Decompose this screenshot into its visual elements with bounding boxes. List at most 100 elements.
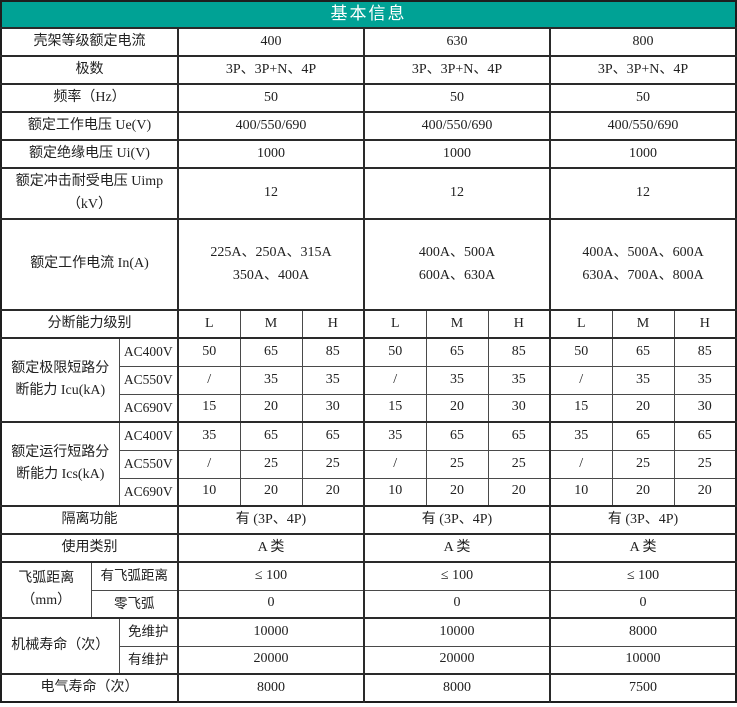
icu-cell: 35	[673, 365, 737, 395]
table-row: 基本信息	[0, 0, 737, 29]
icu-cell: 65	[239, 337, 303, 367]
rated-current-line: 630A、700A、800A	[582, 267, 704, 283]
icu-label-line1: 额定极限短路分	[11, 360, 110, 376]
row-label-breaking-level: 分断能力级别	[0, 309, 179, 339]
row-label-ue: 额定工作电压 Ue(V)	[0, 111, 179, 141]
frame-current-value: 800	[548, 27, 737, 57]
sub-label-with-maintenance: 有维护	[118, 645, 179, 675]
breaking-level-cell: H	[301, 309, 365, 339]
table-title: 基本信息	[0, 0, 737, 29]
row-label-frequency: 频率（Hz）	[0, 83, 179, 113]
row-label-poles: 极数	[0, 55, 179, 85]
sub-label-ac400v: AC400V	[118, 421, 179, 451]
ics-cell: 35	[177, 421, 241, 451]
ics-cell: 25	[487, 449, 551, 479]
isolation-value: 有 (3P、4P)	[363, 505, 551, 535]
icu-cell: 30	[301, 393, 365, 423]
icu-cell: 35	[487, 365, 551, 395]
ui-value: 1000	[548, 139, 737, 169]
icu-cell: 15	[549, 393, 613, 423]
ue-value: 400/550/690	[548, 111, 737, 141]
table-row: AC550V / 35 35 / 35 35 / 35 35	[1, 365, 737, 395]
row-label-ics: 额定运行短路分 断能力 Ics(kA)	[0, 421, 120, 507]
icu-cell: 85	[673, 337, 737, 367]
row-label-ui: 额定绝缘电压 Ui(V)	[0, 139, 179, 169]
ui-value: 1000	[177, 139, 365, 169]
table-row: 极数 3P、3P+N、4P 3P、3P+N、4P 3P、3P+N、4P	[0, 55, 737, 85]
row-label-icu: 额定极限短路分 断能力 Icu(kA)	[0, 337, 120, 423]
sub-label-ac550v: AC550V	[118, 449, 179, 479]
ics-cell: 10	[177, 477, 241, 507]
ics-cell: 20	[301, 477, 365, 507]
sub-label-ac550v: AC550V	[118, 365, 179, 395]
icu-cell: 35	[301, 365, 365, 395]
mechanical-life-value: 10000	[363, 617, 551, 647]
poles-value: 3P、3P+N、4P	[177, 55, 365, 85]
table-row: 飞弧距离 （mm） 有飞弧距离 ≤ 100 ≤ 100 ≤ 100	[0, 561, 737, 619]
table-title-text: 基本信息	[330, 4, 407, 24]
ics-cell: 65	[487, 421, 551, 451]
icu-cell: 65	[611, 337, 675, 367]
frequency-value: 50	[177, 83, 365, 113]
sub-label-ac690v: AC690V	[118, 477, 179, 507]
arc-label-line1: 飞弧距离	[18, 570, 75, 586]
ics-cell: 25	[425, 449, 489, 479]
arc-value: ≤ 100	[548, 561, 737, 591]
table-row: 机械寿命（次） 免维护 10000 10000 8000	[0, 617, 737, 675]
table-row: AC690V 15 20 30 15 20 30 15 20 30	[1, 393, 737, 423]
ics-cell: 10	[549, 477, 613, 507]
icu-cell: 50	[363, 337, 427, 367]
icu-cell: 35	[611, 365, 675, 395]
electrical-life-value: 8000	[363, 673, 551, 703]
mechanical-life-value: 20000	[363, 645, 551, 675]
ics-cell: 25	[239, 449, 303, 479]
arc-value: 0	[363, 589, 551, 619]
icu-label-line2: 断能力 Icu(kA)	[15, 383, 106, 398]
ics-cell: 20	[425, 477, 489, 507]
row-label-frame-current: 壳架等级额定电流	[0, 27, 179, 57]
rated-current-value: 400A、500A、600A 630A、700A、800A	[548, 218, 737, 311]
usage-category-value: A 类	[363, 533, 551, 563]
table-row: 隔离功能 有 (3P、4P) 有 (3P、4P) 有 (3P、4P)	[0, 505, 737, 535]
arc-value: ≤ 100	[363, 561, 551, 591]
arc-value: ≤ 100	[177, 561, 365, 591]
table-row: 额定绝缘电压 Ui(V) 1000 1000 1000	[0, 139, 737, 169]
ics-cell: /	[549, 449, 613, 479]
arc-label-line2: （mm）	[21, 593, 72, 608]
icu-cell: 20	[611, 393, 675, 423]
icu-cell: 85	[487, 337, 551, 367]
row-label-isolation: 隔离功能	[0, 505, 179, 535]
rated-current-line: 350A、400A	[232, 267, 310, 283]
ics-label-line2: 断能力 Ics(kA)	[16, 467, 105, 482]
breaking-level-cell: M	[239, 309, 303, 339]
electrical-life-value: 8000	[177, 673, 365, 703]
isolation-value: 有 (3P、4P)	[548, 505, 737, 535]
row-label-usage-category: 使用类别	[0, 533, 179, 563]
mechanical-life-value: 20000	[177, 645, 365, 675]
ics-cell: 65	[673, 421, 737, 451]
rated-current-line: 225A、250A、315A	[210, 245, 332, 261]
table-row: 零飞弧 0 0 0	[1, 589, 737, 619]
frequency-value: 50	[363, 83, 551, 113]
breaking-level-cell: L	[177, 309, 241, 339]
icu-cell: 35	[239, 365, 303, 395]
row-label-arc-distance: 飞弧距离 （mm）	[0, 561, 92, 619]
ics-cell: /	[363, 449, 427, 479]
rated-current-line: 400A、500A	[418, 245, 496, 261]
breaking-level-cell: L	[549, 309, 613, 339]
row-label-mechanical-life: 机械寿命（次）	[0, 617, 120, 675]
isolation-value: 有 (3P、4P)	[177, 505, 365, 535]
ics-cell: 20	[239, 477, 303, 507]
frequency-value: 50	[548, 83, 737, 113]
ics-cell: /	[177, 449, 241, 479]
breaking-level-cell: M	[611, 309, 675, 339]
arc-value: 0	[548, 589, 737, 619]
poles-value: 3P、3P+N、4P	[363, 55, 551, 85]
uimp-value: 12	[177, 167, 365, 220]
sub-label-arc-with: 有飞弧距离	[90, 561, 179, 591]
table-row: 电气寿命（次） 8000 8000 7500	[0, 673, 737, 703]
icu-cell: /	[177, 365, 241, 395]
uimp-label-line2: （kV）	[66, 196, 113, 212]
icu-cell: 50	[549, 337, 613, 367]
mechanical-life-value: 8000	[548, 617, 737, 647]
